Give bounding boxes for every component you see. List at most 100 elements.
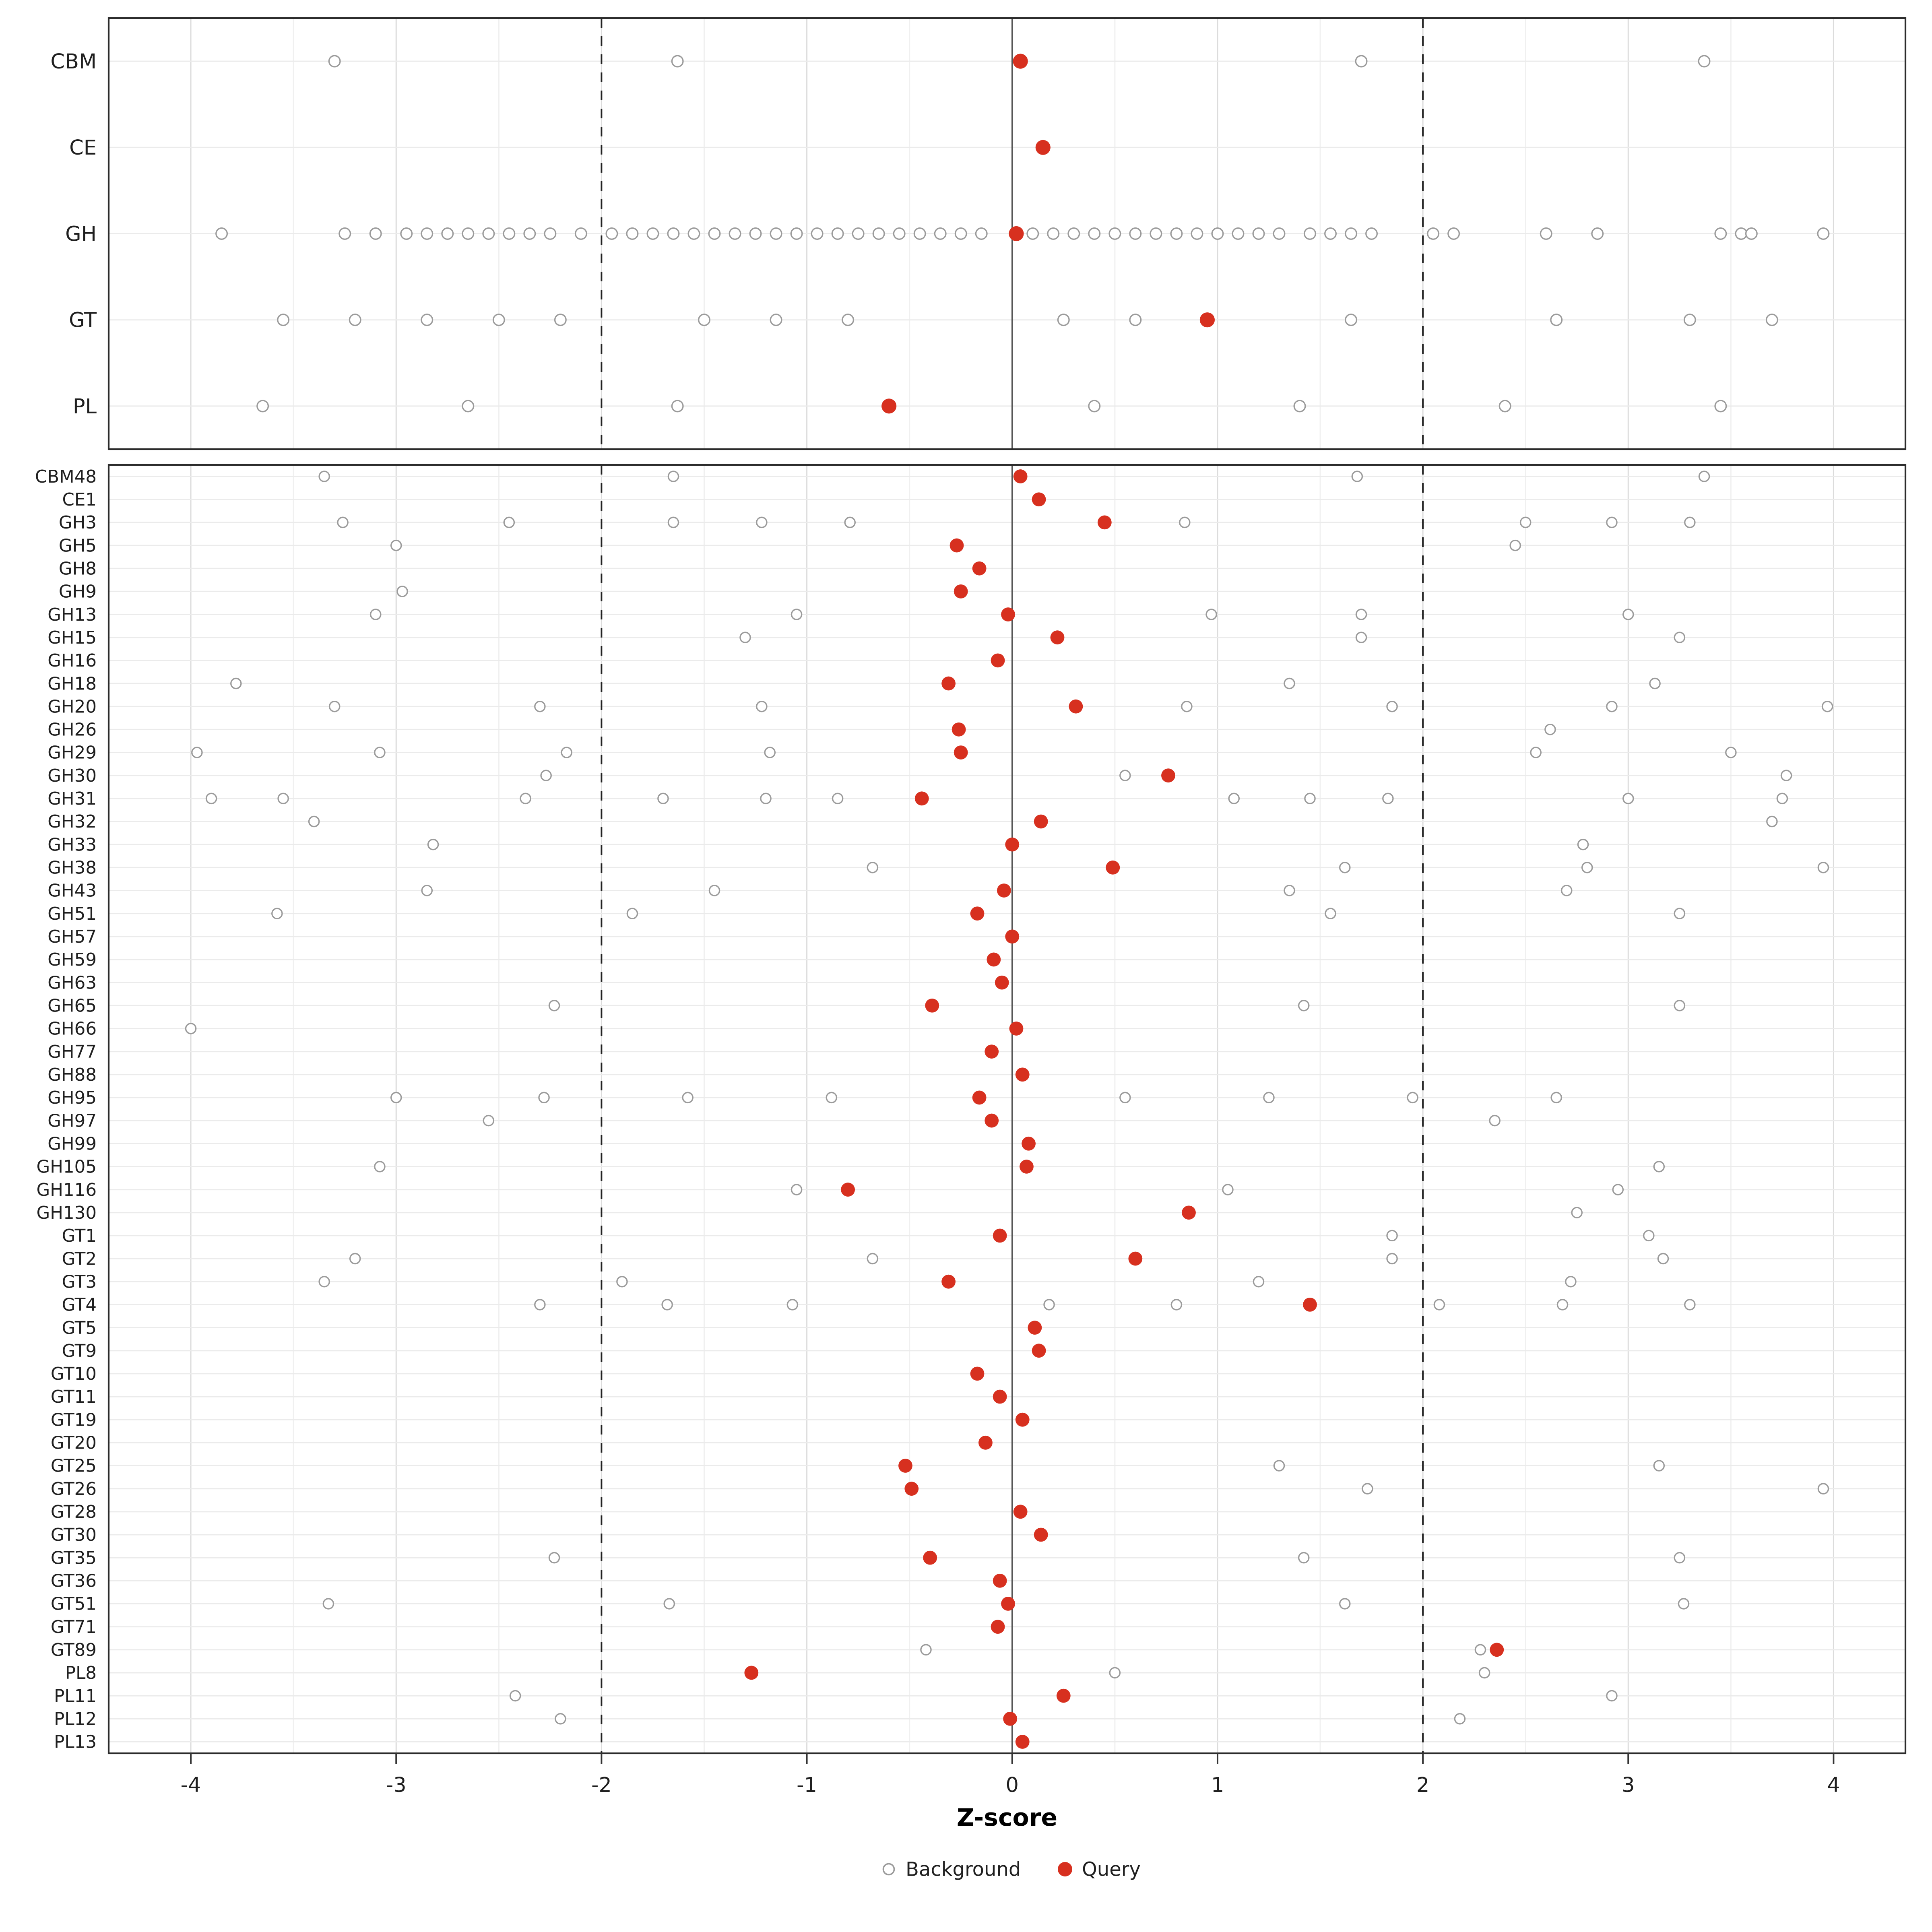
category-label: GT71: [51, 1617, 97, 1637]
query-point: [898, 1459, 912, 1473]
background-point: [1606, 1690, 1618, 1702]
background-point: [626, 908, 638, 919]
x-axis-tick-label: -1: [797, 1773, 817, 1797]
background-point: [1571, 1207, 1583, 1218]
background-point: [1298, 1552, 1310, 1564]
background-point: [667, 516, 679, 528]
background-point: [390, 539, 402, 551]
background-point: [215, 227, 228, 240]
query-point: [1028, 1321, 1042, 1335]
legend-query-label: Query: [1082, 1858, 1141, 1881]
background-point: [555, 1713, 566, 1725]
background-point: [756, 516, 768, 528]
background-point: [1780, 770, 1792, 781]
background-point: [322, 1598, 334, 1610]
background-point: [328, 55, 341, 68]
category-label: GH38: [47, 858, 97, 878]
category-label: GH97: [47, 1111, 97, 1131]
x-axis-tick-label: 2: [1416, 1773, 1429, 1797]
category-label: GH15: [47, 628, 97, 648]
query-point: [1199, 312, 1215, 328]
x-axis-tick-label: 0: [1006, 1773, 1019, 1797]
background-point: [1519, 516, 1532, 528]
category-label: CBM48: [35, 467, 97, 487]
background-point: [1109, 1667, 1121, 1679]
x-axis-tick-label: -3: [386, 1773, 407, 1797]
query-point: [841, 1183, 855, 1197]
background-point: [185, 1023, 197, 1034]
background-point: [1170, 227, 1183, 240]
background-point: [482, 227, 495, 240]
background-point: [671, 400, 684, 413]
category-label: GT10: [51, 1364, 97, 1384]
category-label: GH59: [47, 950, 97, 970]
background-point: [852, 227, 865, 240]
query-point: [1056, 1688, 1071, 1703]
background-point: [1489, 1115, 1501, 1127]
query-point: [1022, 1136, 1036, 1151]
background-point: [1386, 700, 1398, 712]
query-point: [1182, 1205, 1196, 1220]
background-point: [1649, 677, 1661, 689]
background-point: [954, 227, 967, 240]
panel-background: [109, 465, 1905, 1753]
query-point: [1013, 1505, 1028, 1519]
category-label: GH33: [47, 835, 97, 855]
category-label: GT: [69, 309, 97, 332]
background-point: [626, 227, 639, 240]
panel-border: [107, 464, 1907, 1754]
background-point: [1683, 314, 1696, 326]
query-point: [1001, 1597, 1015, 1611]
background-point: [913, 227, 926, 240]
background-point: [427, 838, 439, 850]
category-label: GT4: [62, 1295, 97, 1315]
query-point: [941, 676, 956, 691]
background-point: [1581, 862, 1593, 873]
background-point: [1544, 724, 1556, 735]
background-point: [756, 700, 768, 712]
background-point: [708, 885, 720, 896]
background-point: [462, 227, 475, 240]
background-point: [1643, 1230, 1655, 1242]
category-label: GH51: [47, 904, 97, 924]
background-point: [1067, 227, 1080, 240]
background-point: [523, 227, 536, 240]
category-label: GH65: [47, 996, 97, 1016]
background-point: [1550, 314, 1563, 326]
background-point: [708, 227, 721, 240]
query-point: [1069, 699, 1083, 714]
chart-root: CBM CE GH GT PL CBM48 CE1 GH3 GH5 GH8 GH9 GH13 GH15 G…: [35, 17, 1907, 1797]
category-label: GH13: [47, 605, 97, 625]
query-point: [1015, 1067, 1030, 1082]
background-point: [826, 1092, 838, 1104]
query-point: [923, 1550, 937, 1565]
background-point: [548, 1000, 560, 1011]
background-point: [671, 55, 684, 68]
background-point: [1674, 1000, 1686, 1011]
background-point: [1817, 1483, 1829, 1494]
query-point: [1001, 607, 1015, 621]
x-axis-tick-label: 4: [1827, 1773, 1840, 1797]
background-point: [1765, 314, 1778, 326]
background-point: [1447, 227, 1460, 240]
background-point: [1550, 1092, 1562, 1104]
category-label: PL8: [65, 1663, 97, 1683]
background-point: [1129, 314, 1142, 326]
category-label: GH5: [59, 536, 97, 556]
background-point: [396, 586, 408, 597]
x-axis-tick-label: 1: [1211, 1773, 1224, 1797]
background-point: [1355, 55, 1368, 68]
background-point: [698, 314, 710, 326]
background-point: [605, 227, 618, 240]
query-point: [949, 538, 964, 553]
x-axis: -4 -3 -2 -1 0 1 2 3 4: [181, 1753, 1840, 1797]
category-label: GT28: [51, 1502, 97, 1522]
background-point: [1714, 400, 1727, 413]
category-label: GT36: [51, 1571, 97, 1591]
background-point: [318, 471, 330, 482]
background-point: [561, 747, 572, 758]
background-point: [872, 227, 885, 240]
query-point: [941, 1274, 956, 1289]
background-point: [1565, 1276, 1577, 1288]
background-point: [1591, 227, 1604, 240]
